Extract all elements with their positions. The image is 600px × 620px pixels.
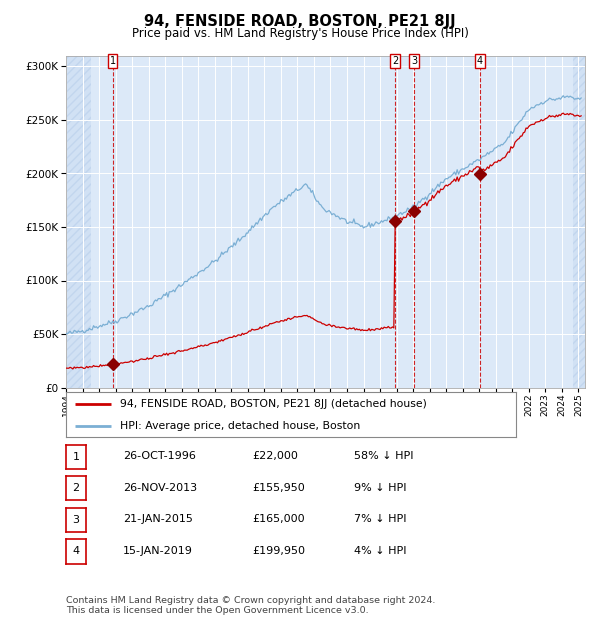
Bar xyxy=(574,56,585,388)
Text: 26-NOV-2013: 26-NOV-2013 xyxy=(123,482,197,493)
Text: 94, FENSIDE ROAD, BOSTON, PE21 8JJ: 94, FENSIDE ROAD, BOSTON, PE21 8JJ xyxy=(144,14,456,29)
Text: 2: 2 xyxy=(392,56,398,66)
Text: 3: 3 xyxy=(73,515,79,525)
Text: Contains HM Land Registry data © Crown copyright and database right 2024.
This d: Contains HM Land Registry data © Crown c… xyxy=(66,596,436,615)
Text: 58% ↓ HPI: 58% ↓ HPI xyxy=(354,451,413,461)
Text: 1: 1 xyxy=(73,451,79,462)
Text: £165,000: £165,000 xyxy=(252,514,305,525)
Text: 7% ↓ HPI: 7% ↓ HPI xyxy=(354,514,407,525)
Text: 4: 4 xyxy=(73,546,79,557)
Text: 15-JAN-2019: 15-JAN-2019 xyxy=(123,546,193,556)
Text: 9% ↓ HPI: 9% ↓ HPI xyxy=(354,482,407,493)
Text: 21-JAN-2015: 21-JAN-2015 xyxy=(123,514,193,525)
Text: 4% ↓ HPI: 4% ↓ HPI xyxy=(354,546,407,556)
Text: Price paid vs. HM Land Registry's House Price Index (HPI): Price paid vs. HM Land Registry's House … xyxy=(131,27,469,40)
Text: £199,950: £199,950 xyxy=(252,546,305,556)
Bar xyxy=(66,56,91,388)
Text: 3: 3 xyxy=(411,56,417,66)
Text: 4: 4 xyxy=(477,56,483,66)
Text: 26-OCT-1996: 26-OCT-1996 xyxy=(123,451,196,461)
Text: £155,950: £155,950 xyxy=(252,482,305,493)
Text: 2: 2 xyxy=(73,483,79,494)
Text: £22,000: £22,000 xyxy=(252,451,298,461)
Text: 94, FENSIDE ROAD, BOSTON, PE21 8JJ (detached house): 94, FENSIDE ROAD, BOSTON, PE21 8JJ (deta… xyxy=(120,399,427,409)
Text: 1: 1 xyxy=(110,56,116,66)
Text: HPI: Average price, detached house, Boston: HPI: Average price, detached house, Bost… xyxy=(120,421,360,431)
